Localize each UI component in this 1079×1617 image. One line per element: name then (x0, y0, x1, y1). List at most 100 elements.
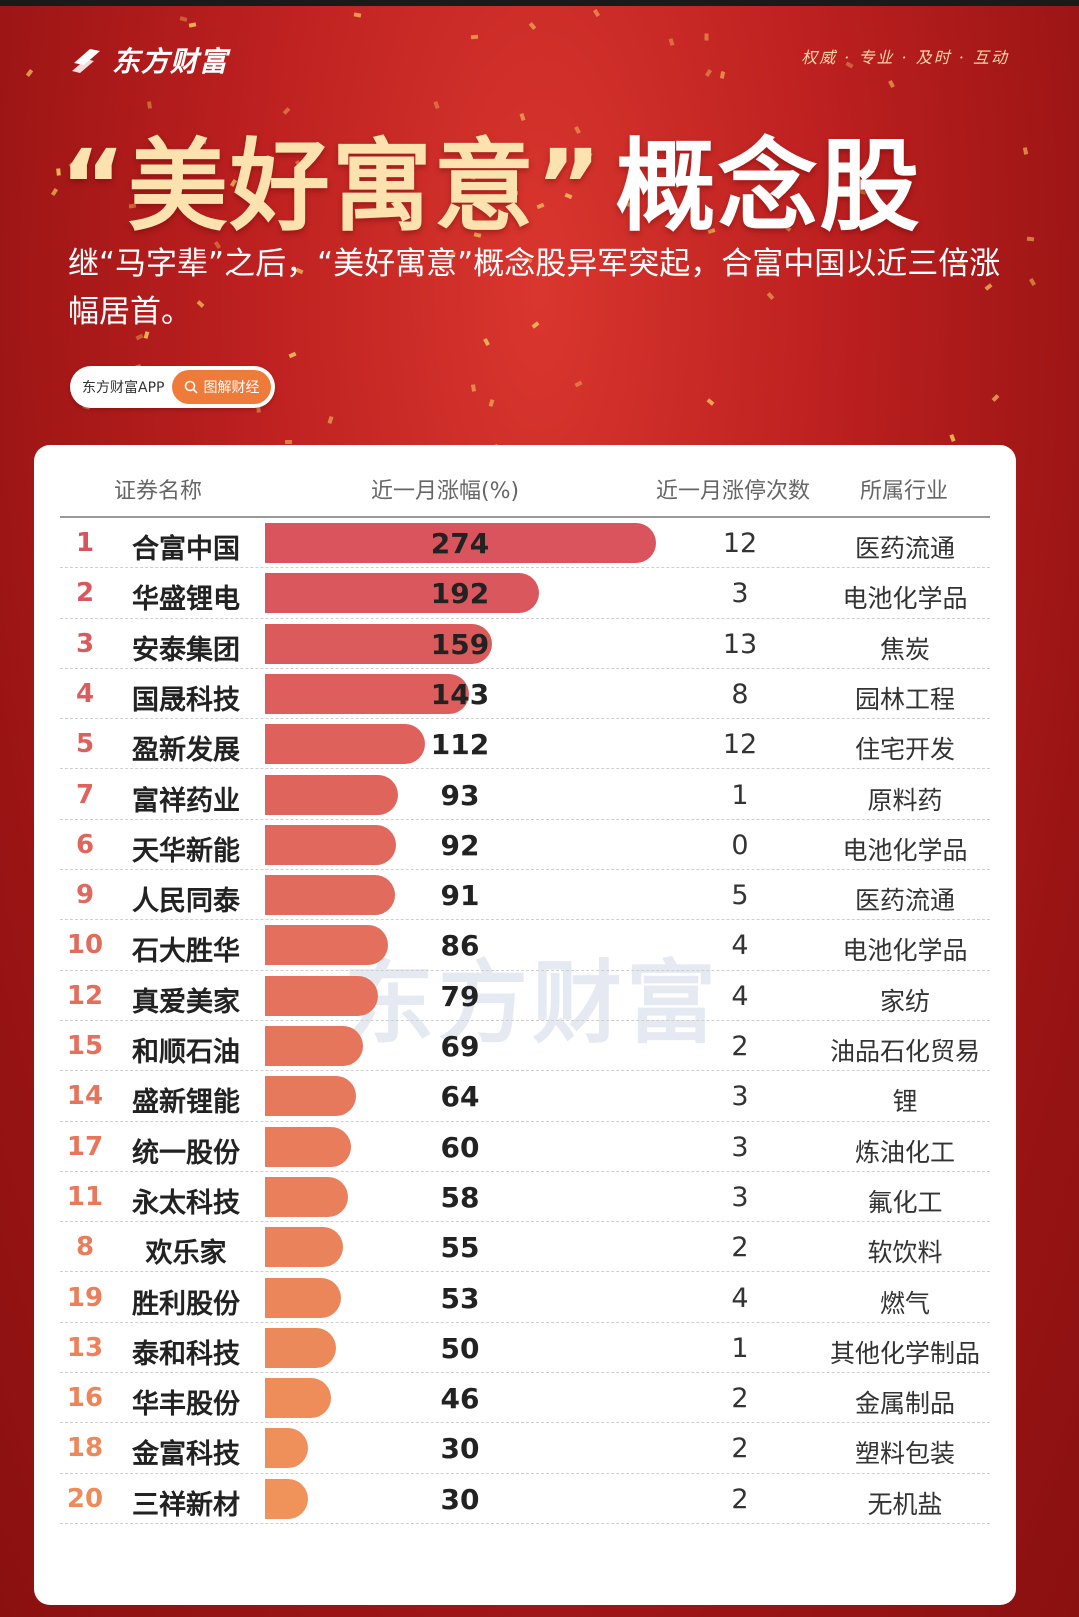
title-quoted: “美好寓意” (60, 128, 604, 245)
rank-label: 19 (66, 1282, 104, 1313)
table-header: 证券名称 近一月涨幅(%) 近一月涨停次数 所属行业 (34, 473, 1016, 513)
gain-bar (265, 523, 656, 563)
confetti-piece (179, 16, 188, 22)
stock-name: 天华新能 (132, 835, 240, 867)
confetti-piece (1029, 277, 1036, 287)
gain-bar (265, 724, 425, 765)
stock-name: 胜利股份 (132, 1288, 240, 1320)
stock-name: 金富科技 (132, 1439, 240, 1471)
table-row: 17 统一股份 60 3 炼油化工 (60, 1122, 990, 1172)
confetti-piece (719, 71, 726, 79)
rank-label: 11 (66, 1181, 104, 1212)
industry-label: 园林工程 (854, 684, 955, 714)
industry-label: 住宅开发 (854, 735, 955, 765)
rank-label: 4 (75, 678, 95, 709)
table-row: 12 真爱美家 79 4 家纺 (60, 971, 990, 1021)
col-gain-header: 近一月涨幅(%) (371, 479, 520, 504)
limit-up-count: 3 (731, 1181, 749, 1213)
gain-bar (265, 774, 398, 815)
header-divider (60, 516, 990, 518)
confetti-piece (327, 416, 334, 424)
stock-name: 盛新锂能 (132, 1087, 240, 1119)
rank-label: 13 (66, 1332, 104, 1363)
stock-name: 永太科技 (132, 1187, 240, 1219)
table-row: 7 富祥药业 93 1 原料药 (60, 770, 990, 820)
brand-name: 东方财富 (112, 45, 229, 78)
gain-bar (265, 1277, 341, 1318)
page-title: “美好寓意” 概念股 (60, 105, 1020, 250)
table-row: 9 人民同泰 91 5 医药流通 (60, 870, 990, 921)
title-plain: 概念股 (615, 128, 922, 245)
confetti-piece (704, 68, 713, 78)
limit-up-count: 4 (731, 930, 749, 962)
rank-label: 10 (66, 930, 104, 961)
confetti-piece (704, 33, 709, 41)
industry-label: 无机盐 (867, 1489, 943, 1519)
rank-label: 2 (75, 578, 95, 609)
table-row: 18 金富科技 30 2 塑料包装 (60, 1423, 990, 1474)
industry-label: 医药流通 (854, 534, 955, 563)
gain-bar (265, 573, 539, 614)
rank-label: 7 (75, 779, 95, 810)
stock-name: 统一股份 (132, 1137, 240, 1169)
table-row: 6 天华新能 92 0 电池化学品 (60, 820, 990, 871)
top-status-strip (0, 0, 1079, 6)
confetti-piece (488, 399, 495, 407)
industry-label: 锂 (892, 1087, 918, 1117)
table-row: 15 和顺石油 69 2 油品石化贸易 (60, 1021, 990, 1072)
industry-label: 氟化工 (867, 1187, 943, 1217)
industry-label: 焦炭 (879, 634, 930, 664)
table-row: 19 胜利股份 53 4 燃气 (60, 1273, 990, 1323)
gain-value-label: 91 (440, 879, 480, 913)
gain-bar (265, 1478, 308, 1519)
table-row: 2 华盛锂电 192 3 电池化学品 (60, 568, 990, 619)
tag-button[interactable]: 图解财经 (172, 370, 272, 404)
table-row: 20 三祥新材 30 2 无机盐 (60, 1474, 990, 1524)
confetti-piece (284, 439, 293, 445)
limit-up-count: 12 (722, 528, 758, 559)
search-icon (185, 380, 199, 394)
gain-value-label: 64 (440, 1080, 480, 1114)
stock-name: 合富中国 (132, 534, 240, 565)
confetti-piece (1026, 236, 1035, 242)
gain-value-label: 60 (440, 1130, 480, 1164)
limit-up-count: 1 (731, 779, 749, 811)
table-row: 14 盛新锂能 64 3 锂 (60, 1071, 990, 1122)
confetti-piece (949, 434, 956, 442)
gain-value-label: 79 (440, 979, 480, 1013)
confetti-piece (50, 187, 59, 197)
gain-value-label: 30 (440, 1432, 480, 1466)
confetti-piece (1022, 147, 1029, 155)
limit-up-count: 13 (722, 628, 758, 660)
gain-bar (265, 1227, 344, 1268)
stock-name: 国晟科技 (132, 684, 240, 716)
rank-label: 1 (75, 528, 95, 558)
stock-name: 华丰股份 (132, 1389, 240, 1421)
gain-bar (265, 875, 395, 916)
gain-bar (265, 623, 492, 664)
gain-value-label: 92 (440, 828, 480, 862)
rank-label: 6 (75, 829, 95, 860)
subtitle: 继“马字辈”之后，“美好寓意”概念股异军突起，合富中国以近三倍涨幅居首。 (68, 246, 1001, 330)
stock-name: 华盛锂电 (132, 584, 240, 616)
table-row: 1 合富中国 274 12 医药流通 (60, 518, 990, 569)
gain-value-label: 192 (430, 577, 490, 611)
table-row: 8 欢乐家 55 2 软饮料 (60, 1222, 990, 1273)
industry-label: 其他化学制品 (829, 1338, 980, 1368)
gain-value-label: 58 (440, 1180, 480, 1214)
stock-name: 欢乐家 (145, 1238, 227, 1270)
rank-label: 15 (66, 1031, 104, 1061)
industry-label: 金属制品 (854, 1389, 955, 1419)
gain-bar (265, 925, 388, 966)
limit-up-count: 2 (731, 1031, 749, 1062)
gain-value-label: 93 (440, 778, 480, 812)
gain-value-label: 46 (440, 1382, 480, 1416)
limit-up-count: 2 (731, 1383, 749, 1415)
gain-value-label: 53 (440, 1281, 480, 1315)
confetti-piece (25, 69, 34, 77)
confetti-piece (353, 12, 362, 18)
limit-up-count: 1 (731, 1332, 749, 1364)
industry-label: 电池化学品 (842, 936, 968, 966)
limit-up-count: 3 (731, 1081, 749, 1113)
gain-bar (265, 1076, 357, 1117)
